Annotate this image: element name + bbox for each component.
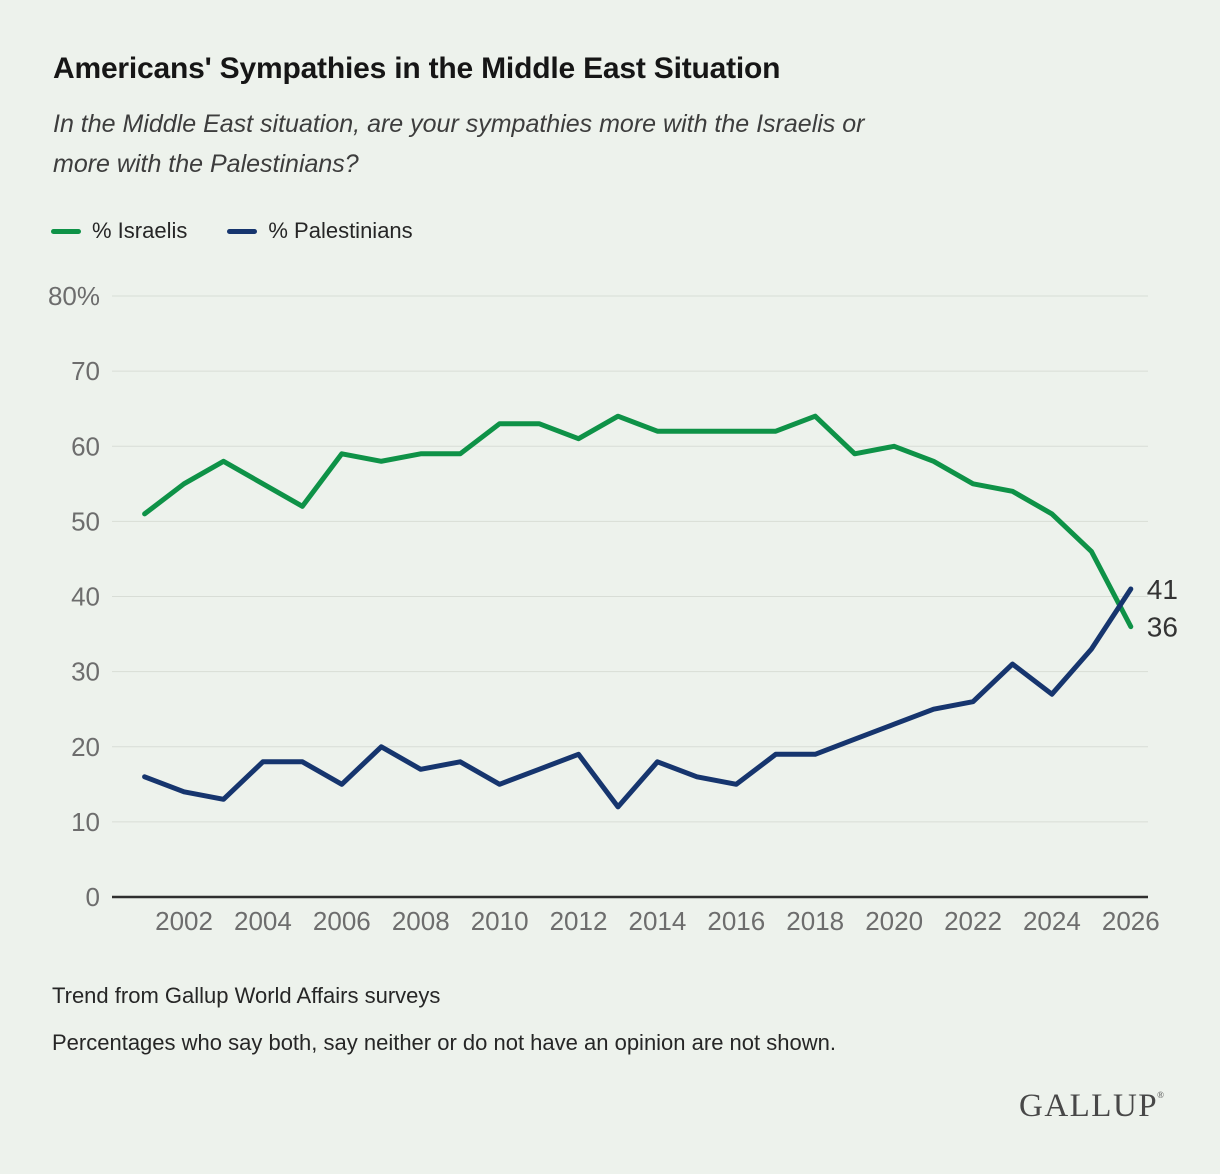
x-tick-label-2004: 2004 [234,906,292,936]
x-tick-label-2024: 2024 [1023,906,1081,936]
x-tick-label-2016: 2016 [707,906,765,936]
x-tick-label-2012: 2012 [550,906,608,936]
y-tick-label-0: 0 [86,882,100,912]
legend-label: % Palestinians [268,218,413,243]
x-tick-label-2006: 2006 [313,906,371,936]
y-tick-label-20: 20 [71,732,100,762]
footnote-source: Trend from Gallup World Affairs surveys [52,983,441,1008]
x-tick-label-2014: 2014 [629,906,687,936]
y-tick-label-80: 80% [48,281,100,311]
chart-legend: % Israelis % Palestinians [51,218,413,244]
series-end-label-israelis: 36 [1147,612,1178,643]
y-tick-label-70: 70 [71,356,100,386]
registered-trademark-icon: ® [1157,1090,1164,1100]
x-tick-label-2008: 2008 [392,906,450,936]
chart-canvas: 0 10 20 30 40 50 60 70 80% 2002 2004 2006 2008 2010 20… [48,281,1178,936]
gallup-logo-text: GALLUP [1018,1088,1159,1124]
series-end-label-palestinians: 41 [1147,574,1178,605]
series-line-palestinians [142,586,1134,810]
chart-subtitle: In the Middle East situation, are your s… [53,104,1163,184]
legend-dash-icon [51,228,81,234]
x-tick-label-2018: 2018 [786,906,844,936]
line-chart: 0 10 20 30 40 50 60 70 80% 2002 2004 2006 2008 2010 20… [0,270,1220,960]
chart-title: Americans' Sympathies in the Middle East… [53,52,781,85]
footnote-method: Percentages who say both, say neither or… [52,1030,836,1055]
chart-subtitle-line2: more with the Palestinians? [53,150,359,178]
chart-subtitle-line1: In the Middle East situation, are your s… [53,110,865,138]
x-tick-label-2010: 2010 [471,906,529,936]
y-tick-label-50: 50 [71,506,100,536]
x-tick-label-2026: 2026 [1102,906,1160,936]
y-tick-label-30: 30 [71,657,100,687]
legend-item-palestinians[interactable]: % Palestinians [227,218,413,244]
y-tick-label-40: 40 [71,582,100,612]
gallup-logo: GALLUP® [1019,1088,1165,1125]
y-tick-label-60: 60 [71,431,100,461]
legend-item-israelis[interactable]: % Israelis [51,218,187,244]
series-line-israelis [142,413,1134,630]
y-tick-label-10: 10 [71,807,100,837]
x-tick-label-2002: 2002 [155,906,213,936]
legend-label: % Israelis [92,218,188,243]
x-tick-label-2022: 2022 [944,906,1002,936]
x-tick-label-2020: 2020 [865,906,923,936]
legend-dash-icon [227,228,258,234]
